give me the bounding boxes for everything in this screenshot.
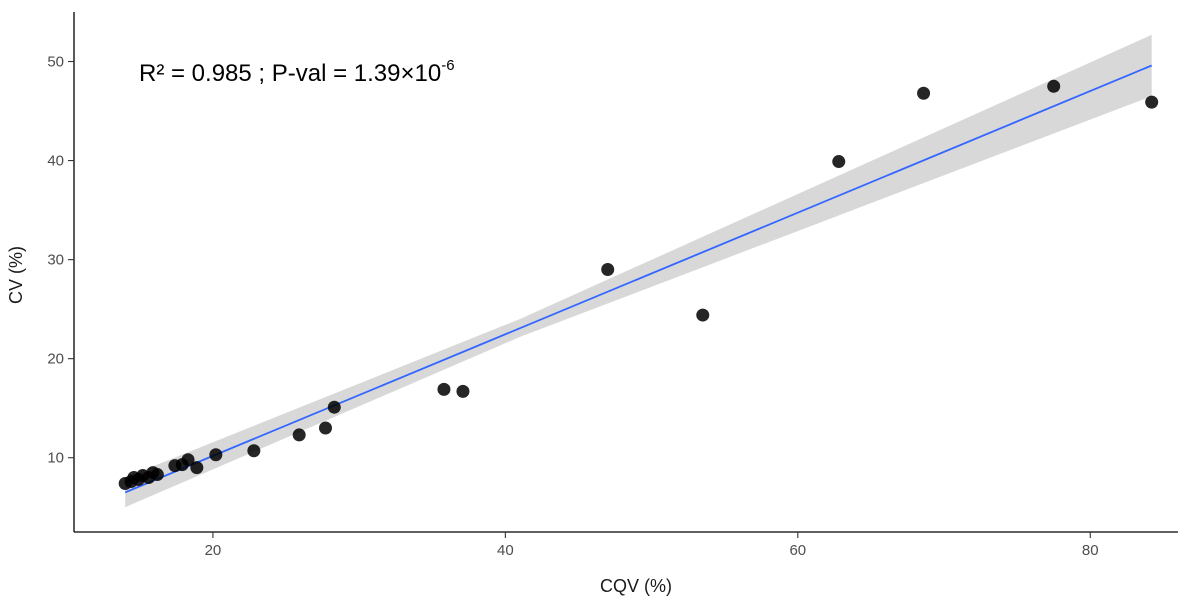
data-points-layer — [118, 79, 1159, 490]
r-squared-annotation: R² = 0.985 ; P-val = 1.39×10-6 — [139, 57, 455, 87]
data-point-15 — [292, 428, 306, 442]
data-point-24 — [1047, 79, 1061, 93]
confidence-band-layer — [125, 34, 1152, 508]
x-axis-title: CQV (%) — [600, 576, 672, 596]
regression-line — [124, 64, 1153, 494]
y-axis-title: CV (%) — [6, 246, 26, 304]
y-tick-label-30: 30 — [47, 252, 64, 269]
x-tick-label-40: 40 — [497, 542, 514, 559]
annotation-main: R² = 0.985 ; P-val = 1.39×10 — [139, 60, 441, 87]
data-point-21 — [696, 308, 710, 322]
data-point-18 — [437, 382, 451, 396]
data-point-11 — [181, 453, 195, 467]
data-point-14 — [247, 444, 261, 458]
y-tick-label-20: 20 — [47, 351, 64, 368]
y-tick-label-40: 40 — [47, 153, 64, 170]
data-point-13 — [209, 448, 223, 462]
data-point-25 — [1145, 95, 1159, 109]
x-tick-label-80: 80 — [1082, 542, 1099, 559]
x-tick-label-20: 20 — [205, 542, 222, 559]
annotation-superscript: -6 — [441, 57, 454, 74]
fit-line-layer — [124, 64, 1153, 494]
data-point-16 — [319, 421, 333, 435]
x-tick-label-60: 60 — [789, 542, 806, 559]
y-tick-label-50: 50 — [47, 54, 64, 71]
data-point-22 — [832, 155, 846, 169]
annotation-layer: R² = 0.985 ; P-val = 1.39×10-6 — [139, 57, 455, 87]
data-point-23 — [917, 86, 931, 100]
data-point-20 — [601, 263, 615, 277]
data-point-8 — [150, 468, 164, 482]
data-point-17 — [327, 400, 341, 414]
data-point-12 — [190, 461, 204, 475]
data-point-19 — [456, 384, 470, 398]
axes-layer: 20 40 60 80 10 20 30 40 50 — [47, 12, 1178, 559]
confidence-band — [125, 34, 1152, 508]
y-tick-label-10: 10 — [47, 450, 64, 467]
